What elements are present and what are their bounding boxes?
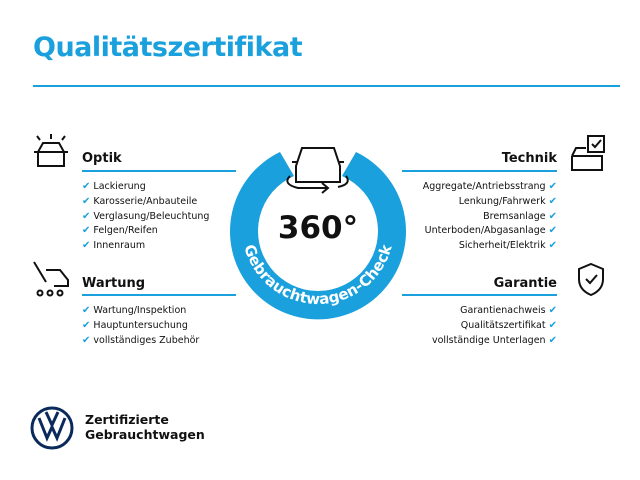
garantie-heading: Garantie [493,276,557,291]
list-item: ✔ Innenraum [82,239,209,254]
list-item: vollständige Unterlagen ✔ [432,334,557,349]
service-car-icon [33,261,69,297]
list-item-label: Sicherheit/Elektrik [458,240,546,252]
list-item-label: Bremsanlage [483,210,546,222]
list-item-label: Lackierung [93,181,146,192]
check-icon: ✔ [82,334,91,346]
page-title: Qualitätszertifikat [33,32,303,63]
list-item-label: Felgen/Reifen [93,225,158,237]
list-item-label: Verglasung/Beleuchtung [93,210,210,222]
check-icon: ✔ [548,195,557,207]
garantie-list: Garantienachweis ✔ Qualitätszertifikat ✔ v… [432,304,557,348]
brand-line-2: Gebrauchtwagen [85,427,205,442]
title-divider [33,85,620,87]
list-item: ✔ Karosserie/Anbauteile [82,195,209,210]
check-icon: ✔ [82,225,91,237]
list-item: Aggregate/Antriebsstrang ✔ [423,180,557,195]
list-item-label: Wartung/Inspektion [93,305,187,316]
optik-list: ✔ Lackierung ✔ Karosserie/Anbauteile ✔ Ver… [82,180,209,254]
check-icon: ✔ [548,305,557,316]
list-item-label: vollständiges Zubehör [93,334,200,346]
shield-check-icon [578,262,604,297]
check-icon: ✔ [548,240,557,252]
check-icon: ✔ [82,195,91,207]
list-item: ✔ Lackierung [82,180,209,195]
brand-line-1: Zertifizierte [85,412,169,427]
list-item-label: Aggregate/Antriebsstrang [422,181,546,192]
check-icon: ✔ [82,240,91,252]
car-checklist-icon [571,135,605,171]
vw-logo [30,406,74,450]
list-item: Garantienachweis ✔ [432,304,557,319]
check-icon: ✔ [548,225,557,237]
technik-divider [402,170,557,172]
list-item: ✔ Felgen/Reifen [82,224,209,239]
check-icon: ✔ [82,181,91,192]
check-icon: ✔ [548,181,557,192]
list-item-label: Garantienachweis [460,305,546,316]
list-item: Sicherheit/Elektrik ✔ [423,239,557,254]
360-value: 360° [277,210,359,246]
check-icon: ✔ [82,210,91,222]
check-icon: ✔ [548,334,557,346]
optik-divider [82,170,236,172]
brand-text: Zertifizierte Gebrauchtwagen [85,412,205,442]
list-item-label: Innenraum [93,240,146,252]
list-item: Unterboden/Abgasanlage ✔ [423,224,557,239]
car-lights-icon [34,134,68,167]
ring [230,152,406,320]
list-item-label: Unterboden/Abgasanlage [424,225,546,237]
technik-list: Aggregate/Antriebsstrang ✔ Lenkung/Fahrwe… [423,180,557,254]
list-item-label: Qualitätszertifikat [460,319,546,331]
garantie-divider [402,294,557,296]
technik-heading: Technik [501,151,557,166]
list-item: Lenkung/Fahrwerk ✔ [423,195,557,210]
list-item: Qualitätszertifikat ✔ [432,319,557,334]
list-item-label: Lenkung/Fahrwerk [458,195,546,207]
optik-heading: Optik [82,151,122,166]
car-rotate-icon [286,147,349,194]
wartung-divider [82,294,236,296]
list-item-label: Hauptuntersuchung [93,319,188,331]
wartung-list: ✔ Wartung/Inspektion ✔ Hauptuntersuchung ✔… [82,304,199,348]
wartung-heading: Wartung [82,276,146,291]
check-icon: ✔ [548,319,557,331]
list-item: ✔ Wartung/Inspektion [82,304,199,319]
check-icon: ✔ [82,305,91,316]
list-item: ✔ Verglasung/Beleuchtung [82,210,209,225]
check-icon: ✔ [82,319,91,331]
list-item-label: vollständige Unterlagen [431,334,546,346]
list-item: ✔ Hauptuntersuchung [82,319,199,334]
list-item: ✔ vollständiges Zubehör [82,334,199,349]
check-icon: ✔ [548,210,557,222]
360-check-badge: Gebrauchtwagen-Check [230,147,406,320]
list-item: Bremsanlage ✔ [423,210,557,225]
list-item-label: Karosserie/Anbauteile [93,195,198,207]
